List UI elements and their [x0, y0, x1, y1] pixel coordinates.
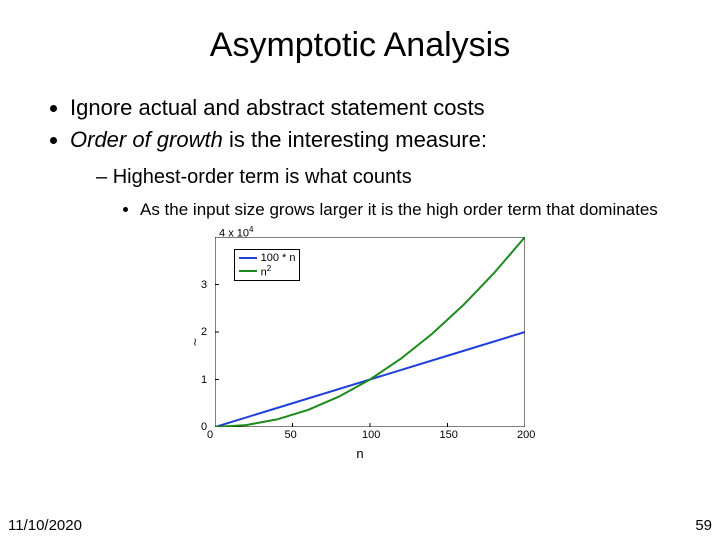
subsub-bullet-list: As the input size grows larger it is the… [96, 199, 680, 221]
legend-swatch [239, 270, 257, 272]
footer-page-number: 59 [695, 517, 712, 534]
legend-item: n2 [239, 265, 296, 278]
legend-item: 100 * n [239, 252, 296, 265]
y-tick: 3 [201, 279, 207, 291]
y-tick: 0 [201, 421, 207, 433]
x-tick: 50 [285, 429, 297, 441]
bullet-list: Ignore actual and abstract statement cos… [40, 93, 680, 221]
slide-title: Asymptotic Analysis [40, 26, 680, 65]
x-axis-label: n [356, 446, 363, 461]
x-tick: 150 [440, 429, 458, 441]
slide: Asymptotic Analysis Ignore actual and ab… [0, 0, 720, 540]
footer-date: 11/10/2020 [8, 517, 82, 534]
bullet-1: Ignore actual and abstract statement cos… [70, 93, 680, 123]
bullet-2-rest: is the interesting measure: [223, 127, 487, 152]
y-axis-broken-icon: ≀ [193, 336, 197, 349]
bullet-2-italic: Order of growth [70, 127, 223, 152]
bullet-2: Order of growth is the interesting measu… [70, 125, 680, 222]
y-tick: 1 [201, 374, 207, 386]
legend-swatch [239, 257, 257, 259]
growth-chart: 4 x 104 ≀ n 0501001502000123100 * nn2 [175, 227, 545, 457]
x-tick: 0 [207, 429, 213, 441]
sub-bullet-1-text: Highest-order term is what counts [113, 166, 412, 188]
x-tick: 100 [362, 429, 380, 441]
y-tick: 2 [201, 326, 207, 338]
sub-bullet-list: Highest-order term is what counts As the… [70, 164, 680, 221]
sub-bullet-1: Highest-order term is what counts As the… [96, 164, 680, 221]
legend-label: 100 * n [261, 252, 296, 264]
legend-label: n2 [261, 264, 272, 279]
x-tick: 200 [517, 429, 535, 441]
chart-legend: 100 * nn2 [234, 249, 301, 281]
subsub-bullet-1: As the input size grows larger it is the… [140, 199, 680, 221]
